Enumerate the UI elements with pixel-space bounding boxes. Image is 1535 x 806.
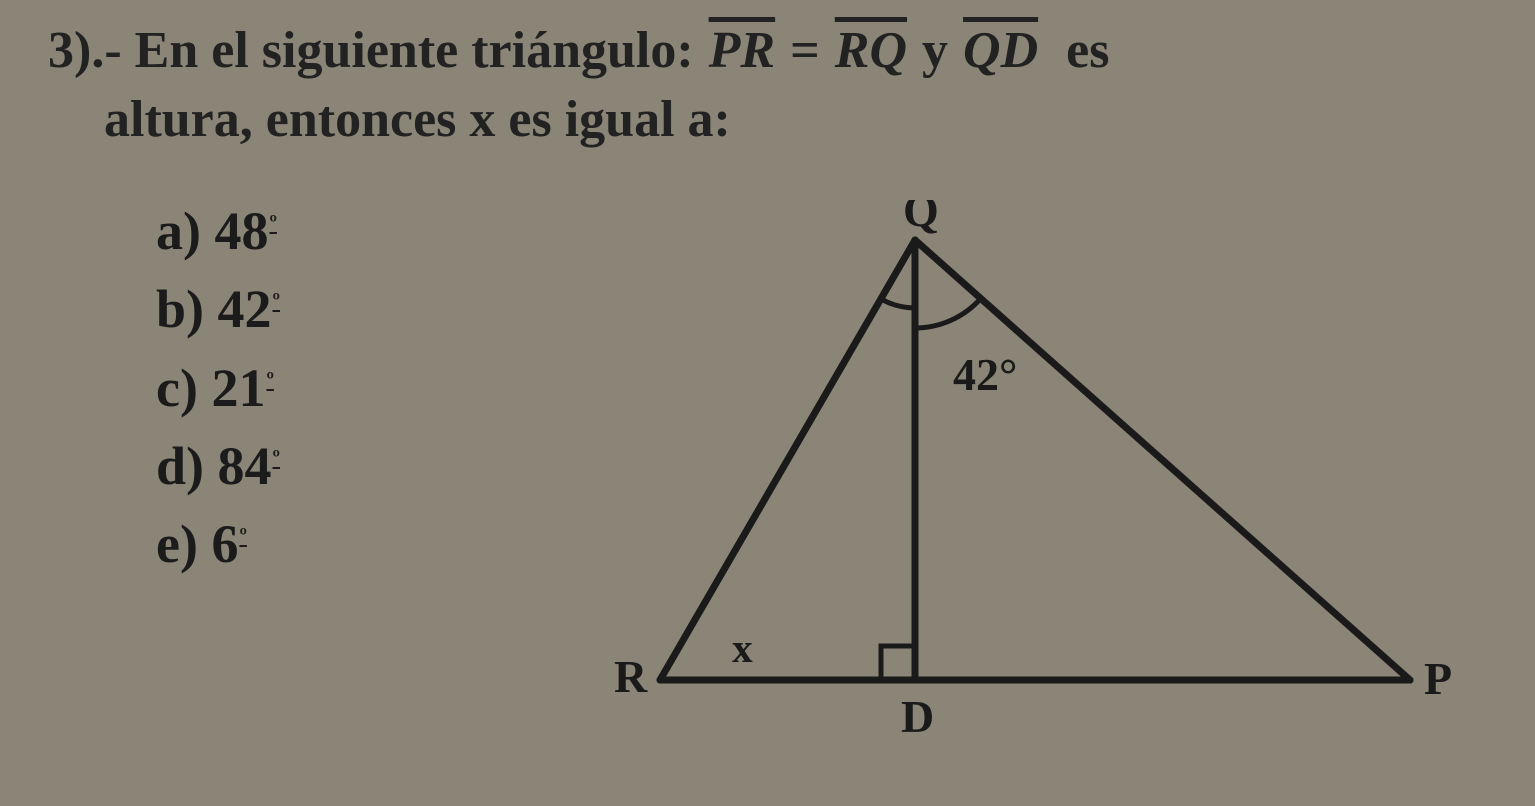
option-b-label: b) xyxy=(156,279,204,339)
option-d-label: d) xyxy=(156,436,204,496)
triangle-figure: 42° x Q R P D xyxy=(600,200,1470,770)
question-line-2: altura, entonces x es igual a: xyxy=(104,87,1495,152)
question-text-2: es xyxy=(1066,22,1109,79)
svg-text:P: P xyxy=(1424,653,1452,704)
option-a-value: 48 xyxy=(214,201,268,261)
question-text-1: En el siguiente triángulo: xyxy=(135,22,694,79)
worksheet-page: 3).- En el siguiente triángulo: PR = RQ … xyxy=(0,0,1535,806)
y-word: y xyxy=(922,22,948,79)
equals-sign: = xyxy=(790,22,820,79)
option-e-label: e) xyxy=(156,514,198,574)
svg-text:D: D xyxy=(901,691,934,742)
question-line-1: 3).- En el siguiente triángulo: PR = RQ … xyxy=(48,18,1495,83)
svg-text:Q: Q xyxy=(903,200,939,236)
option-a-label: a) xyxy=(156,201,201,261)
option-c-ordinal: º xyxy=(266,367,273,392)
option-d-ordinal: º xyxy=(273,445,280,470)
segment-rq: RQ xyxy=(833,22,909,79)
option-b-value: 42 xyxy=(218,279,272,339)
question-number: 3).- xyxy=(48,22,122,79)
option-e-ordinal: º xyxy=(239,523,246,548)
svg-text:x: x xyxy=(732,625,753,671)
svg-text:42°: 42° xyxy=(953,349,1017,400)
option-a-ordinal: º xyxy=(269,210,276,235)
option-d-value: 84 xyxy=(218,436,272,496)
option-c-label: c) xyxy=(156,358,198,418)
segment-qd: QD xyxy=(961,22,1040,79)
option-b-ordinal: º xyxy=(273,288,280,313)
svg-text:R: R xyxy=(614,651,648,702)
option-c-value: 21 xyxy=(211,358,265,418)
segment-pr: PR xyxy=(707,22,777,79)
option-e-value: 6 xyxy=(211,514,238,574)
